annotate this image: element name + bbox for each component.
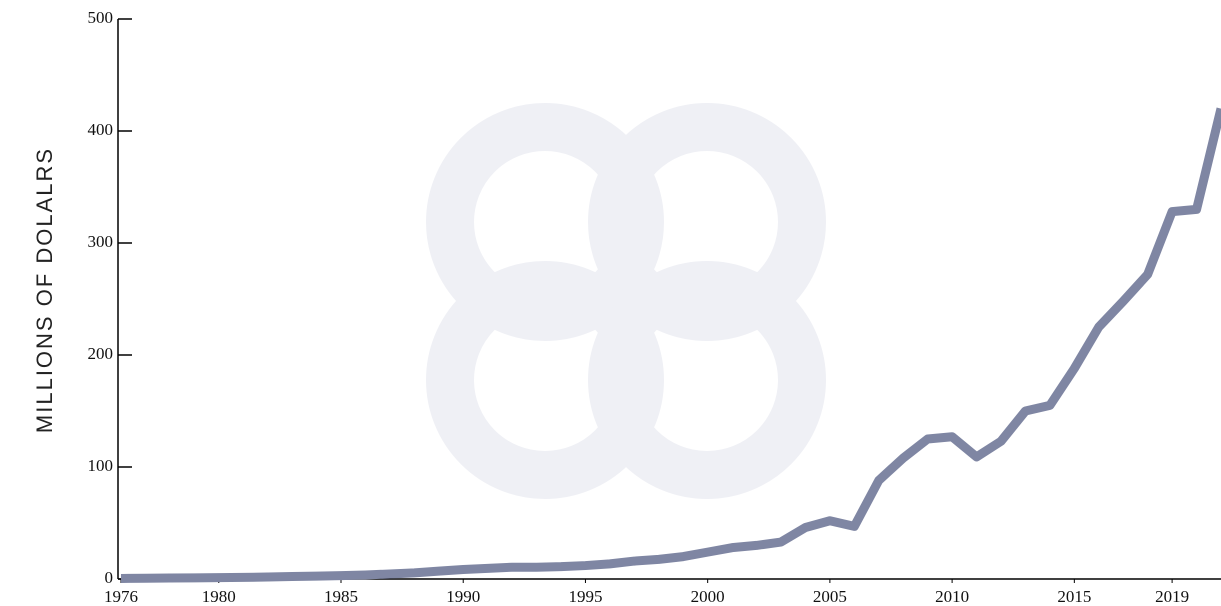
x-tick-label: 1976 [104,587,138,606]
x-tick-label: 1980 [202,587,236,606]
y-tick-label: 400 [88,120,114,139]
data-line [121,109,1221,579]
x-tick-label: 1985 [324,587,358,606]
x-tick-label: 2000 [691,587,725,606]
y-tick-label: 200 [88,344,114,363]
x-tick-label: 1995 [568,587,602,606]
y-axis-label: MILLIONS OF DOLALRS [32,147,57,433]
y-tick-label: 0 [105,568,114,587]
x-tick-label: 2015 [1057,587,1091,606]
x-tick-label: 1990 [446,587,480,606]
watermark [450,127,802,475]
x-tick-label: 2019 [1155,587,1189,606]
x-tick-label: 2005 [813,587,847,606]
y-tick-label: 300 [88,232,114,251]
chart: MILLIONS OF DOLALRS 0 100 200 300 400 500 1976… [0,0,1221,606]
y-tick-label: 500 [88,8,114,27]
y-tick-label: 100 [88,456,114,475]
x-tick-label: 2010 [935,587,969,606]
